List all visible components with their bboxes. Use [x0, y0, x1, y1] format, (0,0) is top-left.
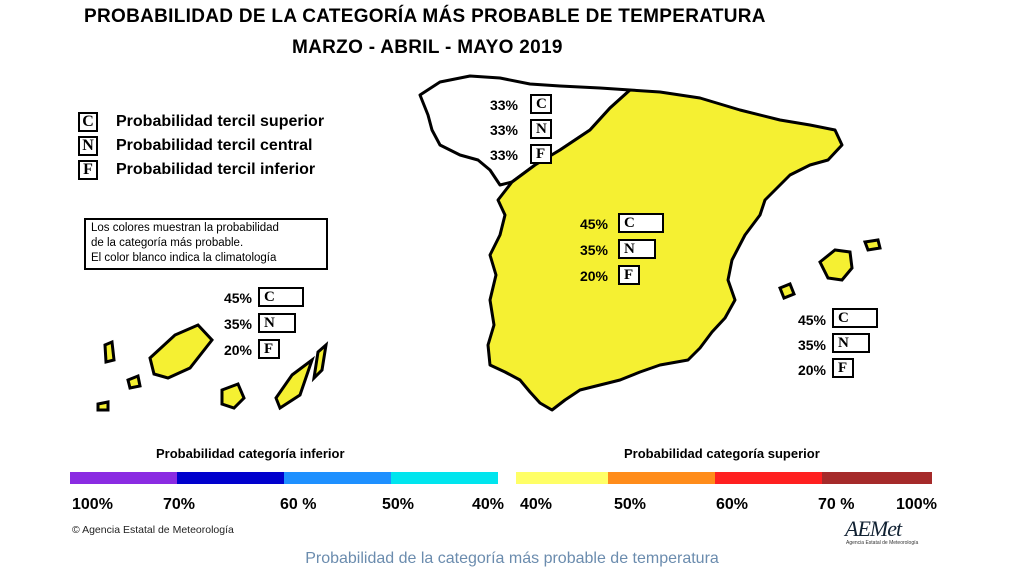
nw-box-f: F — [530, 144, 552, 164]
menorca-island — [862, 238, 882, 252]
fuerteventura-island — [274, 355, 315, 411]
pen-box-f: F — [618, 265, 640, 285]
color-note: Los colores muestran la probabilidad de … — [84, 218, 328, 270]
bal-box-c: C — [832, 308, 878, 328]
scale-seg-0 — [70, 472, 177, 484]
bal-box-f: F — [832, 358, 854, 378]
tenerife-island — [148, 323, 214, 380]
scale-tick-7: 60% — [716, 496, 749, 513]
scale-tick-4: 40% — [472, 496, 505, 513]
nw-pct-c: 33% — [489, 97, 518, 113]
scale-tick-0: 100% — [72, 496, 113, 513]
legend-label-f: Probabilidad tercil inferior — [116, 161, 316, 178]
la-palma-island — [103, 339, 116, 364]
nw-pct-f: 33% — [489, 147, 518, 163]
scale-seg-4 — [498, 472, 516, 484]
can-box-f: F — [258, 339, 280, 359]
nw-box-c: C — [530, 94, 552, 114]
scale-seg-8 — [822, 472, 932, 484]
agency-credit: © Agencia Estatal de Meteorología — [72, 524, 234, 536]
note-line-3: El color blanco indica la climatología — [91, 252, 277, 264]
scale-seg-7 — [715, 472, 822, 484]
pen-box-c: C — [618, 213, 664, 233]
copyright-icon: © — [72, 524, 80, 536]
can-box-n: N — [258, 313, 296, 333]
legend-box-f: F — [78, 160, 98, 180]
pen-pct-c: 45% — [579, 216, 608, 232]
gran-canaria-island — [220, 382, 246, 410]
scale-lower-title: Probabilidad categoría inferior — [156, 446, 345, 461]
note-line-1: Los colores muestran la probabilidad — [91, 222, 279, 234]
gomera-island — [126, 373, 142, 390]
can-pct-n: 35% — [223, 316, 252, 332]
scale-upper-title: Probabilidad categoría superior — [624, 446, 820, 461]
pen-pct-n: 35% — [579, 242, 608, 258]
bal-pct-n: 35% — [797, 337, 826, 353]
map-title: PROBABILIDAD DE LA CATEGORÍA MÁS PROBABL… — [84, 6, 766, 27]
image-caption: Probabilidad de la categoría más probabl… — [305, 550, 719, 567]
legend-label-n: Probabilidad tercil central — [116, 137, 313, 154]
peninsula-region — [486, 88, 844, 412]
bal-pct-c: 45% — [797, 312, 826, 328]
scale-tick-8: 70 % — [818, 496, 855, 513]
nw-box-n: N — [530, 119, 552, 139]
scale-tick-5: 40% — [520, 496, 553, 513]
scale-tick-9: 100% — [896, 496, 937, 513]
can-pct-f: 20% — [223, 342, 252, 358]
legend-box-n: N — [78, 136, 98, 156]
legend-box-c: C — [78, 112, 98, 132]
spain-map — [96, 74, 882, 412]
agency-name: Agencia Estatal de Meteorología — [82, 524, 234, 536]
map-subtitle: MARZO - ABRIL - MAYO 2019 — [292, 37, 563, 58]
scale-tick-6: 50% — [614, 496, 647, 513]
note-line-2: de la categoría más probable. — [91, 237, 244, 249]
can-box-c: C — [258, 287, 304, 307]
scale-tick-2: 60 % — [280, 496, 317, 513]
pen-box-n: N — [618, 239, 656, 259]
bal-pct-f: 20% — [797, 362, 826, 378]
legend-label-c: Probabilidad tercil superior — [116, 113, 325, 130]
scale-seg-1 — [177, 472, 284, 484]
scale-seg-5 — [516, 472, 608, 484]
aemet-logo-subtitle: Agencia Estatal de Meteorología — [846, 540, 919, 546]
lanzarote-island — [311, 341, 329, 383]
bal-box-n: N — [832, 333, 870, 353]
scale-seg-2 — [284, 472, 391, 484]
scale-tick-3: 50% — [382, 496, 415, 513]
scale-seg-6 — [608, 472, 715, 484]
pen-pct-f: 20% — [579, 268, 608, 284]
can-pct-c: 45% — [223, 290, 252, 306]
scale-tick-1: 70% — [163, 496, 196, 513]
aemet-logo: AEMet — [845, 516, 902, 541]
hierro-island — [96, 400, 110, 412]
ibiza-island — [778, 282, 796, 300]
scale-seg-3 — [391, 472, 498, 484]
nw-pct-n: 33% — [489, 122, 518, 138]
mallorca-island — [818, 248, 854, 282]
